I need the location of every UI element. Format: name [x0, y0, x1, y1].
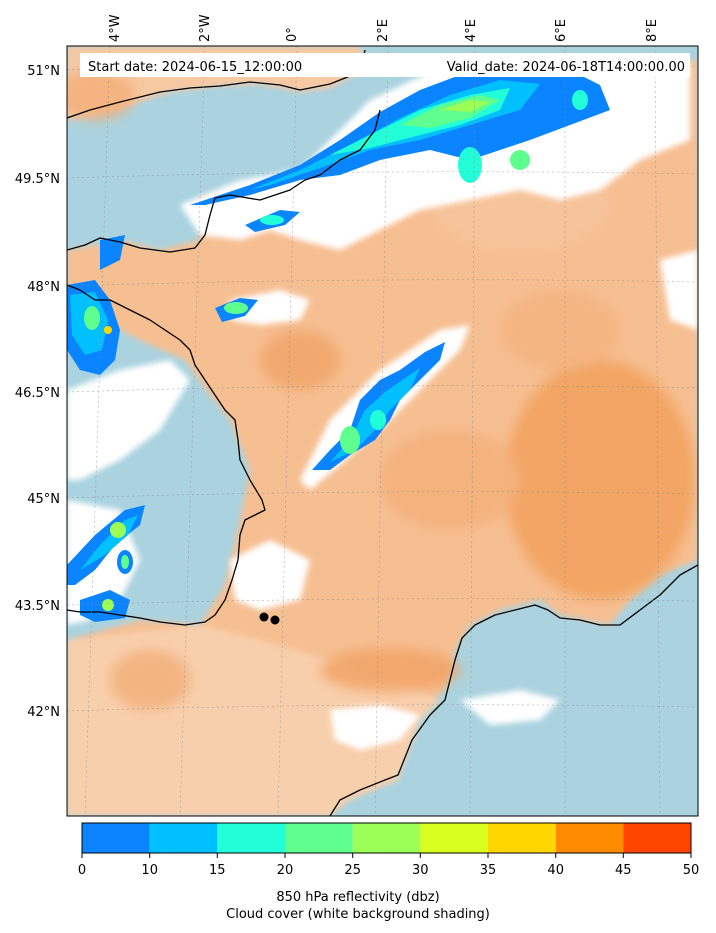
- cb-tick-20: 20: [277, 863, 294, 878]
- cb-tick-35: 35: [480, 863, 497, 878]
- cb-tick-30: 30: [412, 863, 429, 878]
- colorbar-segment-6: [488, 823, 556, 853]
- map-panel: Start date: 2024-06-15_12:00:00 Valid_da…: [67, 46, 698, 816]
- colorbar-ticks: [81, 853, 692, 858]
- colorbar: 0 10 15 20 25 30 35 40 45 50: [78, 822, 699, 878]
- lat-label-46-5n: 46.5°N: [15, 386, 60, 401]
- lon-label-4w: 4°W: [108, 14, 123, 42]
- info-box: [80, 53, 690, 77]
- lat-label-48n: 48°N: [27, 280, 60, 295]
- colorbar-segment-3: [285, 823, 353, 853]
- colorbar-segment-1: [149, 823, 218, 853]
- lon-label-4e: 4°E: [464, 19, 479, 42]
- colorbar-segment-8: [623, 823, 691, 853]
- colorbar-segment-5: [420, 823, 488, 853]
- lon-label-6e: 6°E: [554, 19, 569, 42]
- station-marker-a: [259, 612, 269, 622]
- lon-label-0: 0°: [285, 27, 300, 42]
- colorbar-segment-2: [217, 823, 285, 853]
- lat-label-49-5n: 49.5°N: [15, 172, 60, 187]
- cb-tick-15: 15: [209, 863, 226, 878]
- reflectivity-southwest-cells: [67, 505, 145, 622]
- coastlines: [67, 49, 698, 816]
- latitude-labels: 51°N 49.5°N 48°N 46.5°N 45°N 43.5°N 42°N: [15, 64, 60, 720]
- cb-tick-40: 40: [547, 863, 564, 878]
- cb-tick-45: 45: [615, 863, 632, 878]
- reflectivity-west-cells: [67, 210, 300, 375]
- lon-label-2w: 2°W: [198, 14, 213, 42]
- lat-label-42n: 42°N: [27, 705, 60, 720]
- station-marker-b: [270, 615, 280, 625]
- map-frame: [66, 45, 699, 817]
- lat-label-51n: 51°N: [27, 64, 60, 79]
- reflectivity-band-north: [190, 66, 610, 205]
- colorbar-segment-7: [555, 823, 624, 853]
- colorbar-segment-0: [82, 823, 150, 853]
- cb-tick-50: 50: [683, 863, 700, 878]
- cb-tick-25: 25: [344, 863, 361, 878]
- cb-tick-0: 0: [78, 863, 86, 878]
- reflectivity-band-central: [312, 342, 445, 470]
- lat-label-43-5n: 43.5°N: [15, 599, 60, 614]
- colorbar-label-line1: 850 hPa reflectivity (dbz): [276, 890, 440, 905]
- colorbar-frame: [81, 822, 692, 854]
- longitude-labels: 4°W 2°W 0° 2°E 4°E 6°E 8°E: [108, 14, 660, 42]
- colorbar-segment-4: [352, 823, 421, 853]
- lon-label-2e: 2°E: [376, 19, 391, 42]
- lat-label-45n: 45°N: [27, 492, 60, 507]
- colorbar-label-line2: Cloud cover (white background shading): [226, 907, 490, 922]
- start-date-label: Start date: 2024-06-15_12:00:00: [88, 60, 302, 75]
- colorbar-tick-labels: 0 10 15 20 25 30 35 40 45 50: [78, 863, 699, 878]
- valid-date-label: Valid_date: 2024-06-18T14:00:00.00: [447, 60, 685, 75]
- lon-label-8e: 8°E: [645, 19, 660, 42]
- cb-tick-10: 10: [141, 863, 158, 878]
